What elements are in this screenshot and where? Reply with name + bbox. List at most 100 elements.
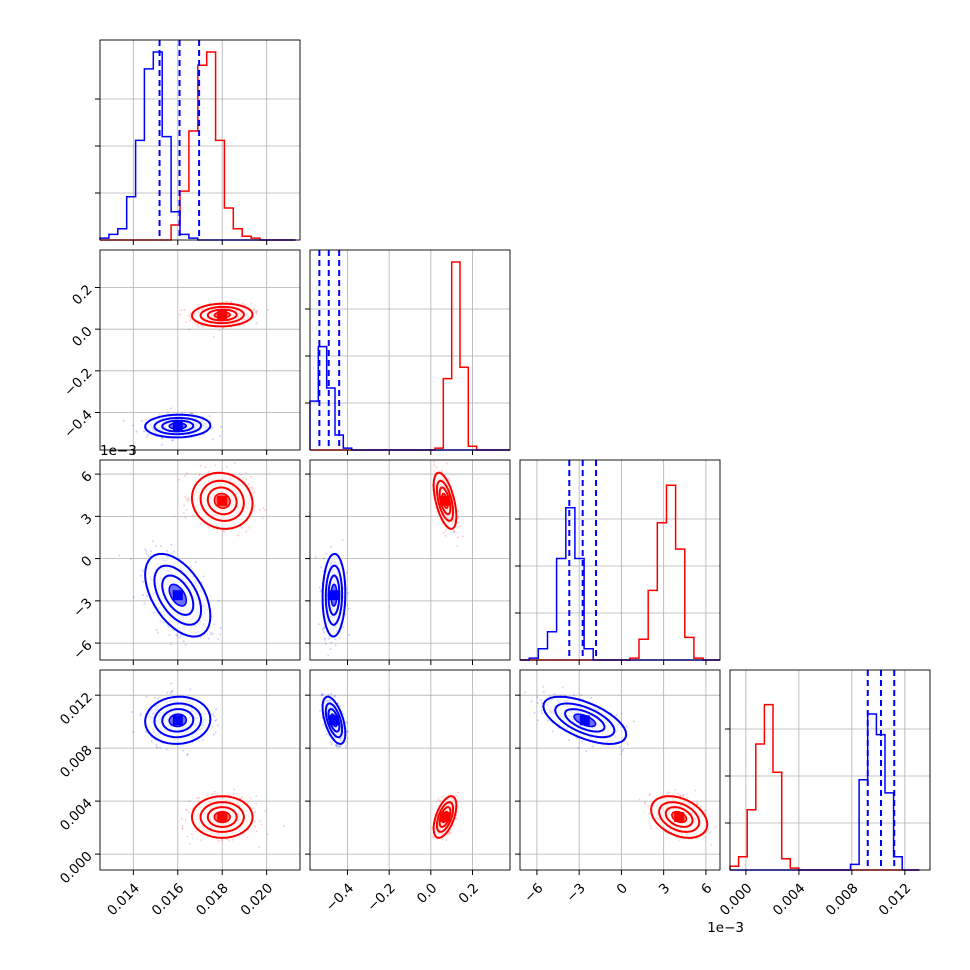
sample-point-a (145, 695, 148, 698)
sample-point-a (179, 634, 182, 637)
sample-point-a (172, 439, 174, 442)
sample-point-b (246, 802, 249, 804)
sample-point-b (233, 462, 236, 465)
sample-point-b (444, 534, 447, 537)
sample-point-b (459, 525, 462, 528)
sample-point-a (150, 550, 153, 553)
sample-point-a (219, 425, 222, 428)
sample-point-a (321, 694, 324, 697)
sample-point-b (202, 325, 204, 328)
sample-point-b (180, 309, 183, 312)
sample-point-a (541, 712, 544, 715)
sample-point-b (255, 310, 257, 313)
sample-point-a (346, 740, 349, 743)
sample-point-b (195, 830, 198, 832)
sample-point-a (346, 603, 349, 606)
sample-point-a (342, 626, 345, 629)
sample-point-b (251, 807, 254, 810)
sample-point-b (264, 509, 267, 512)
density-peak-b (217, 495, 228, 506)
sample-point-a (213, 715, 216, 718)
sample-point-a (214, 731, 217, 734)
sample-point-a (209, 420, 212, 422)
panel-background (520, 460, 720, 660)
sample-point-b (244, 471, 247, 474)
sample-point-b (708, 831, 711, 834)
sample-point-a (342, 712, 345, 715)
sample-point-b (230, 301, 233, 304)
sample-point-a (341, 538, 344, 541)
sample-point-a (170, 552, 173, 555)
sample-point-b (188, 842, 191, 845)
sample-point-a (334, 694, 336, 697)
sample-point-b (208, 526, 211, 529)
sample-point-a (619, 746, 622, 749)
sample-point-a (145, 595, 148, 598)
sample-point-b (259, 508, 262, 511)
sample-point-b (222, 327, 225, 330)
sample-point-a (210, 631, 213, 634)
density-peak-b (217, 310, 228, 320)
sample-point-a (536, 701, 539, 704)
sample-point-a (131, 424, 134, 427)
sample-point-a (530, 700, 533, 703)
sample-point-b (213, 790, 216, 793)
sample-point-a (159, 620, 162, 623)
sample-point-b (677, 792, 680, 795)
sample-point-b (188, 800, 191, 803)
sample-point-b (184, 516, 187, 519)
sample-point-b (197, 325, 200, 328)
sample-point-a (170, 543, 173, 546)
sample-point-a (346, 737, 349, 740)
sample-point-b (183, 475, 186, 478)
sample-point-b (267, 833, 270, 836)
sample-point-b (183, 504, 186, 507)
sample-point-b (253, 508, 256, 511)
sample-point-b (179, 313, 182, 316)
sample-point-a (122, 419, 125, 422)
sample-point-a (322, 723, 325, 726)
scatter-panel-1-0 (122, 300, 269, 446)
sample-point-a (330, 545, 333, 548)
sample-point-a (217, 638, 220, 641)
sample-point-b (433, 464, 436, 467)
sample-point-a (334, 644, 337, 647)
sample-point-a (143, 430, 145, 433)
sample-point-b (208, 470, 211, 473)
sample-point-b (440, 795, 443, 798)
sample-point-a (219, 633, 221, 636)
sample-point-a (155, 545, 158, 547)
sample-point-b (441, 838, 444, 841)
sample-point-b (248, 526, 251, 529)
sample-point-a (130, 557, 133, 560)
sample-point-b (237, 534, 240, 537)
sample-point-a (131, 711, 133, 713)
sample-point-a (546, 719, 549, 722)
sample-point-b (225, 300, 228, 303)
sample-point-a (548, 695, 551, 698)
sample-point-b (200, 522, 202, 525)
sample-point-b (638, 798, 641, 801)
sample-point-a (561, 686, 564, 689)
sample-point-b (212, 335, 215, 338)
sample-point-b (228, 839, 231, 842)
sample-point-a (200, 581, 203, 584)
sample-point-b (232, 792, 235, 795)
sample-point-a (170, 407, 172, 410)
sample-point-b (192, 514, 194, 517)
sample-point-a (147, 433, 150, 436)
sample-point-a (327, 637, 330, 640)
sample-point-a (159, 545, 162, 548)
sample-point-b (199, 464, 202, 467)
sample-point-a (219, 435, 222, 438)
sample-point-b (456, 526, 459, 529)
sample-point-a (619, 753, 622, 756)
sample-point-a (189, 688, 192, 691)
sample-point-a (347, 592, 350, 595)
sample-point-b (436, 800, 438, 803)
sample-point-b (283, 825, 286, 828)
sample-point-a (615, 714, 618, 717)
sample-point-a (184, 643, 187, 646)
sample-point-a (212, 713, 215, 716)
sample-point-a (155, 743, 158, 746)
